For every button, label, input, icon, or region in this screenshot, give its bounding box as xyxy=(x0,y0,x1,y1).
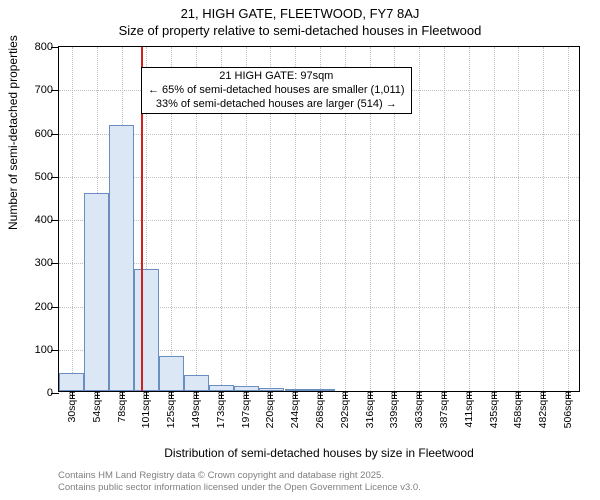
x-tick-label: 506sqm xyxy=(562,391,574,428)
title-main: 21, HIGH GATE, FLEETWOOD, FY7 8AJ xyxy=(0,0,600,23)
footer-line: Contains HM Land Registry data © Crown c… xyxy=(58,470,421,482)
histogram-bar xyxy=(209,385,234,391)
x-tick-label: 268sqm xyxy=(314,391,326,428)
plot-area: 010020030040050060070080030sqm54sqm78sqm… xyxy=(58,46,580,392)
y-tick-label: 200 xyxy=(19,301,53,313)
histogram-bar xyxy=(259,388,284,391)
x-tick-label: 387sqm xyxy=(438,391,450,428)
annotation-line: 33% of semi-detached houses are larger (… xyxy=(148,98,405,112)
y-axis-label: Number of semi-detached properties xyxy=(6,35,20,230)
gridline-h xyxy=(59,263,579,264)
gridline-h xyxy=(59,177,579,178)
y-tick-label: 800 xyxy=(19,41,53,53)
x-tick-label: 149sqm xyxy=(190,391,202,428)
gridline-v xyxy=(419,47,420,391)
x-tick-label: 220sqm xyxy=(264,391,276,428)
x-tick-label: 482sqm xyxy=(537,391,549,428)
x-tick-label: 101sqm xyxy=(140,391,152,428)
x-tick-label: 458sqm xyxy=(512,391,524,428)
x-tick-label: 30sqm xyxy=(66,391,78,423)
x-tick-label: 54sqm xyxy=(91,391,103,423)
x-tick-label: 339sqm xyxy=(388,391,400,428)
y-tick-label: 400 xyxy=(19,214,53,226)
x-tick-label: 125sqm xyxy=(165,391,177,428)
histogram-bar xyxy=(234,386,259,391)
footer: Contains HM Land Registry data © Crown c… xyxy=(58,470,421,494)
x-tick-label: 78sqm xyxy=(116,391,128,423)
gridline-h xyxy=(59,134,579,135)
histogram-bar xyxy=(159,356,184,391)
y-tick-label: 100 xyxy=(19,344,53,356)
plot-box: 010020030040050060070080030sqm54sqm78sqm… xyxy=(58,46,580,392)
y-tick-label: 500 xyxy=(19,171,53,183)
histogram-bar xyxy=(184,375,209,391)
gridline-v xyxy=(568,47,569,391)
gridline-h xyxy=(59,220,579,221)
histogram-bar xyxy=(310,389,335,391)
x-tick-label: 363sqm xyxy=(413,391,425,428)
x-tick-label: 292sqm xyxy=(339,391,351,428)
y-tick-label: 700 xyxy=(19,84,53,96)
gridline-v xyxy=(72,47,73,391)
title-sub: Size of property relative to semi-detach… xyxy=(0,23,600,40)
x-tick-label: 316sqm xyxy=(364,391,376,428)
x-tick-label: 197sqm xyxy=(240,391,252,428)
gridline-v xyxy=(469,47,470,391)
y-tick-label: 0 xyxy=(19,387,53,399)
histogram-bar xyxy=(109,125,134,391)
histogram-bar xyxy=(285,389,310,391)
x-tick-label: 173sqm xyxy=(215,391,227,428)
x-axis-label: Distribution of semi-detached houses by … xyxy=(58,446,580,460)
y-tick-label: 300 xyxy=(19,257,53,269)
x-tick-label: 435sqm xyxy=(488,391,500,428)
annotation-box: 21 HIGH GATE: 97sqm← 65% of semi-detache… xyxy=(141,67,412,114)
x-tick-label: 244sqm xyxy=(289,391,301,428)
y-tick-label: 600 xyxy=(19,128,53,140)
annotation-line: 21 HIGH GATE: 97sqm xyxy=(148,70,405,84)
gridline-v xyxy=(543,47,544,391)
annotation-line: ← 65% of semi-detached houses are smalle… xyxy=(148,84,405,98)
gridline-v xyxy=(444,47,445,391)
footer-line: Contains public sector information licen… xyxy=(58,482,421,494)
gridline-v xyxy=(518,47,519,391)
histogram-bar xyxy=(59,373,84,391)
x-tick-label: 411sqm xyxy=(463,391,475,428)
histogram-bar xyxy=(84,193,109,391)
chart-container: 21, HIGH GATE, FLEETWOOD, FY7 8AJ Size o… xyxy=(0,0,600,500)
gridline-v xyxy=(494,47,495,391)
histogram-bar xyxy=(134,269,159,391)
